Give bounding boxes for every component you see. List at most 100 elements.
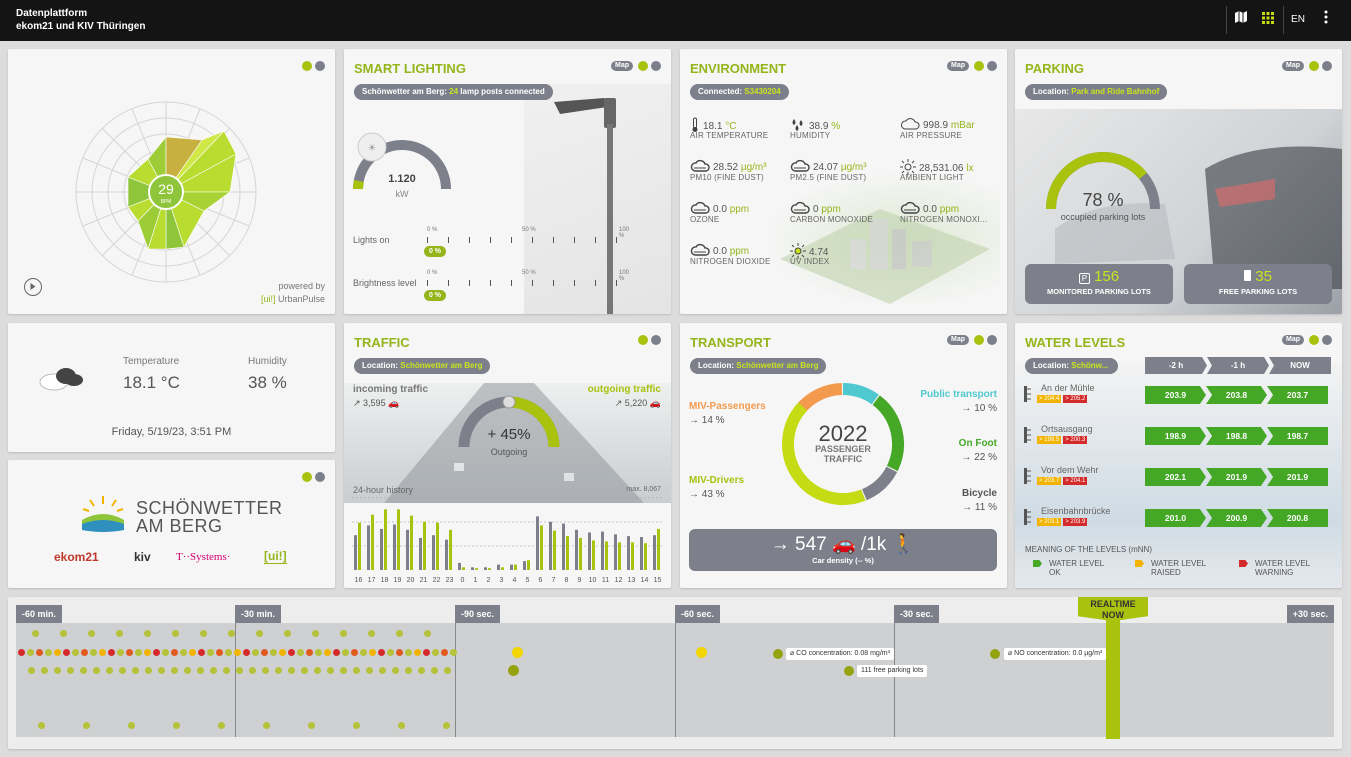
timeline-event-dot[interactable] [128,722,135,729]
grid-icon[interactable] [1255,8,1281,32]
timeline-event-dot[interactable] [405,667,412,674]
timeline-event-dot[interactable] [135,649,142,656]
timeline-event-dot[interactable] [279,649,286,656]
timeline-event-dot[interactable] [369,649,376,656]
timeline-event-dot[interactable] [262,667,269,674]
timeline-event-dot[interactable] [444,667,451,674]
pagination-dots[interactable] [638,334,661,346]
timeline-event-dot[interactable] [418,667,425,674]
timeline-event-dot[interactable] [210,667,217,674]
timeline-event-dot[interactable] [256,630,263,637]
card-controls[interactable]: Map [947,60,997,72]
timeline-event-dot[interactable] [216,649,223,656]
timeline-event-dot[interactable] [36,649,43,656]
timeline-event-dot[interactable] [288,649,295,656]
timeline-event-dot[interactable] [28,667,35,674]
timeline-event-dot[interactable] [243,649,250,656]
timeline-event-dot[interactable] [405,649,412,656]
card-controls[interactable]: Map [947,334,997,346]
timeline-event-dot[interactable] [234,649,241,656]
timeline-event-dot[interactable] [398,722,405,729]
timeline-event-dot[interactable] [88,630,95,637]
timeline-event-dot[interactable] [72,649,79,656]
timeline-event-dot[interactable] [144,630,151,637]
timeline-event-dot[interactable] [252,649,259,656]
timeline-event-dot[interactable] [18,649,25,656]
realtime-marker[interactable]: REALTIME NOW [1078,597,1148,621]
timeline-event-dot[interactable] [38,722,45,729]
timeline-event-dot[interactable] [218,722,225,729]
card-controls[interactable]: Map [611,60,661,72]
timeline-event-dot[interactable] [184,667,191,674]
timeline-event-dot[interactable] [284,630,291,637]
map-badge[interactable]: Map [1282,335,1304,345]
timeline-event-dot[interactable] [342,649,349,656]
timeline-event-dot[interactable] [228,630,235,637]
timeline-event-dot[interactable] [54,649,61,656]
timeline-event-dot[interactable] [67,667,74,674]
timeline-event-dot[interactable] [172,630,179,637]
timeline-event-dot[interactable] [171,649,178,656]
timeline-event-dot[interactable] [379,667,386,674]
timeline-event-dot[interactable] [368,630,375,637]
timeline-event-dot[interactable] [93,667,100,674]
timeline-event-dot[interactable] [90,649,97,656]
timeline-event-dot[interactable] [366,667,373,674]
timeline-event-dot[interactable] [431,667,438,674]
map-badge[interactable]: Map [947,335,969,345]
timeline-event-dot[interactable] [270,649,277,656]
map-badge[interactable]: Map [947,61,969,71]
timeline-event-dot[interactable] [275,667,282,674]
timeline-event-dot[interactable] [32,630,39,637]
timeline-event-dot[interactable] [83,722,90,729]
timeline-event-dot[interactable] [414,649,421,656]
timeline-event-dot[interactable] [207,649,214,656]
card-controls[interactable]: Map [1282,60,1332,72]
timeline-event-dot[interactable] [392,667,399,674]
timeline-event-dot[interactable] [126,649,133,656]
no-tag[interactable]: ⌀ NO concentration: 0.0 µg/m³ [1004,648,1107,660]
timeline-event-dot[interactable] [288,667,295,674]
timeline-event-dot[interactable] [297,649,304,656]
card-controls[interactable]: Map [1282,334,1332,346]
timeline-event-dot[interactable] [236,667,243,674]
timeline-event-dot[interactable] [360,649,367,656]
timeline-event-dot[interactable] [108,649,115,656]
timeline-event-dot[interactable] [41,667,48,674]
timeline-event-dot[interactable] [387,649,394,656]
timeline-event-dot[interactable] [200,630,207,637]
timeline-event-dot[interactable] [60,630,67,637]
map-icon[interactable] [1228,8,1254,32]
co-tag[interactable]: ⌀ CO concentration: 0.08 mg/m³ [786,648,894,660]
pagination-dots[interactable] [302,60,325,72]
map-badge[interactable]: Map [1282,61,1304,71]
timeline-event-dot[interactable] [396,649,403,656]
timeline-event-dot[interactable] [441,649,448,656]
parking-tag[interactable]: 111 free parking lots [857,665,928,677]
timeline-event-dot[interactable] [45,649,52,656]
timeline-event-dot[interactable] [173,722,180,729]
timeline-event-dot[interactable] [144,649,151,656]
timeline-event-dot[interactable] [327,667,334,674]
timeline-event-dot[interactable] [132,667,139,674]
timeline-event-dot[interactable] [443,722,450,729]
timeline-event-dot[interactable] [333,649,340,656]
timeline-event-dot[interactable] [340,630,347,637]
timeline-event-dot[interactable] [351,649,358,656]
timeline-event-dot[interactable] [315,649,322,656]
timeline-event-dot[interactable] [990,649,1000,659]
timeline-event-dot[interactable] [844,666,854,676]
timeline-event-dot[interactable] [308,722,315,729]
timeline-event-dot[interactable] [450,649,457,656]
timeline-event-dot[interactable] [145,667,152,674]
pagination-dots[interactable] [302,471,325,483]
timeline-event-dot[interactable] [424,630,431,637]
timeline-event-dot[interactable] [27,649,34,656]
timeline-event-dot[interactable] [773,649,783,659]
timeline-event-dot[interactable] [396,630,403,637]
timeline-event-dot[interactable] [116,630,123,637]
timeline-event-dot[interactable] [696,647,707,658]
timeline-event-dot[interactable] [198,649,205,656]
play-icon[interactable] [24,278,42,296]
timeline-event-dot[interactable] [512,647,523,658]
